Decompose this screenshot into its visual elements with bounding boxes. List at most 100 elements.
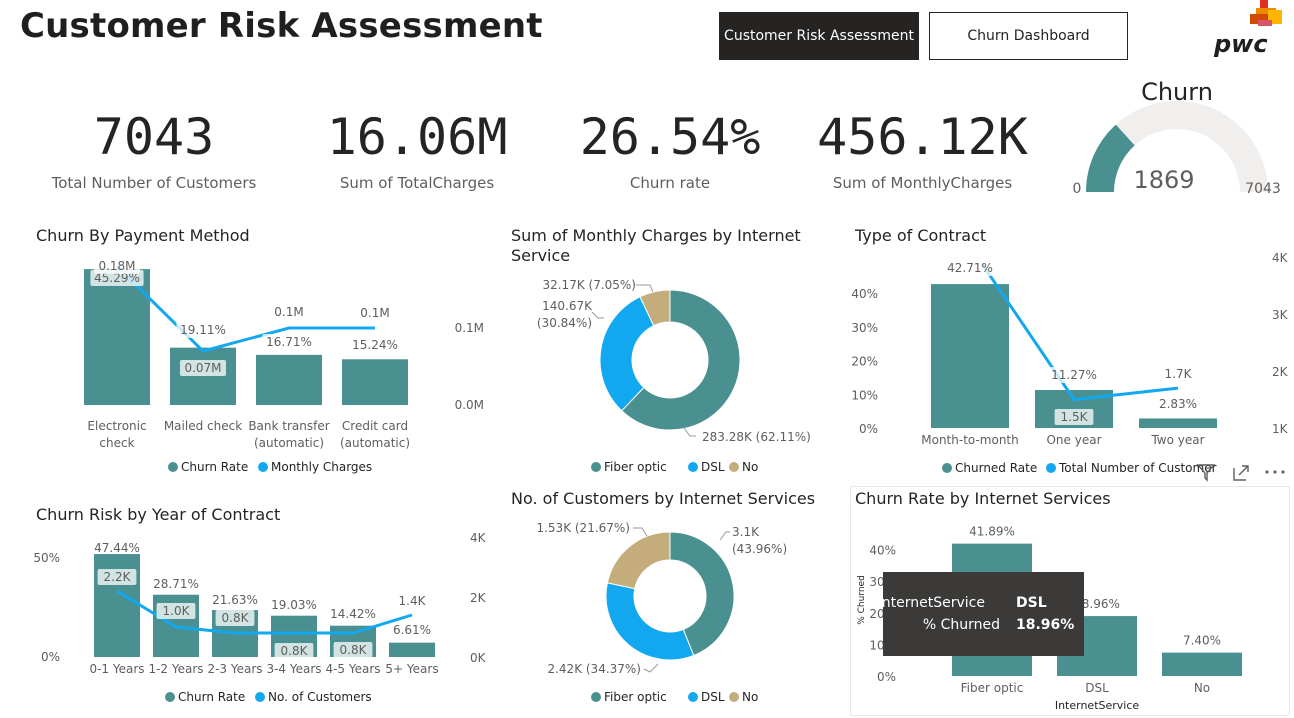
churn-internet-xlabel-0: Fiber optic	[961, 681, 1024, 695]
year-rate-label-5: 6.61%	[393, 623, 431, 637]
monthly-legend-dot-1	[688, 462, 698, 472]
tooltip-value-1: DSL	[1016, 595, 1047, 611]
year-cust-label-1: 1.0K	[163, 604, 191, 618]
churn-internet-ylabel: % Churned	[857, 575, 867, 625]
year-xlabel-4: 4-5 Years	[325, 662, 380, 676]
year-cust-label-0: 2.2K	[104, 570, 132, 584]
year-y1-tick-1: 0%	[41, 650, 60, 664]
monthly-donut-slice-2	[639, 289, 671, 327]
monthly-legend-dot-0	[591, 462, 601, 472]
contract-bar-2	[1139, 418, 1217, 428]
year-line	[116, 589, 413, 635]
monthly-donut-slice-0	[621, 289, 741, 431]
payment-rate-label-1: 19.11%	[180, 323, 226, 337]
monthly-leader-1	[591, 311, 604, 319]
payment-xlabel-3-1: (automatic)	[340, 436, 410, 450]
monthly-legend-label-0: Fiber optic	[604, 460, 667, 474]
churn-gauge: Churn 1869 0 7043	[1073, 78, 1281, 197]
contract-cust-label-2-bg	[1158, 366, 1198, 382]
contract-xlabel-1: One year	[1046, 433, 1101, 447]
pwc-logo-graphic: pwc	[1213, 0, 1282, 58]
focus-mode-icon[interactable]	[1231, 463, 1251, 483]
year-cust-label-1-bg	[156, 603, 196, 619]
customers-leader-0	[719, 531, 730, 541]
customers-donut-slice-1	[605, 582, 695, 661]
monthly-legend-label-1: DSL	[701, 460, 725, 474]
year-xlabel-5: 5+ Years	[385, 662, 438, 676]
contract-cust-label-2: 1.7K	[1165, 367, 1193, 381]
monthly-slice-label-0: 283.28K (62.11%)	[702, 430, 811, 444]
churn-internet-title: Churn Rate by Internet Services	[855, 489, 1111, 508]
contract-y1-tick-4: 0%	[859, 422, 878, 436]
kpi-churn-rate-label: Churn rate	[629, 174, 711, 192]
monthly-internet-title-line1: Sum of Monthly Charges by Internet	[511, 226, 801, 245]
customers-legend-label-0: Fiber optic	[604, 690, 667, 704]
year-legend-dot-1	[255, 692, 265, 702]
logo-text: pwc	[1213, 30, 1268, 58]
contract-cust-label-1: 1.5K	[1061, 410, 1089, 424]
churn-internet-xlabel-1: DSL	[1085, 681, 1109, 695]
payment-charge-label-1-bg	[180, 360, 226, 376]
payment-xlabel-2-0: Bank transfer	[248, 419, 329, 433]
monthly-slice-label-1b: (30.84%)	[537, 316, 592, 330]
churn-internet-value-label-2: 7.40%	[1183, 634, 1221, 648]
customers-donut-slice-0	[669, 531, 735, 657]
payment-charge-label-2-bg	[269, 304, 309, 320]
monthly-legend-label-2: No	[742, 460, 758, 474]
contract-y1-tick-1: 30%	[851, 321, 878, 335]
monthly-slice-label-2: 32.17K (7.05%)	[542, 278, 636, 292]
contract-legend-label-1: Total Number of Customer	[1058, 461, 1217, 475]
payment-rate-label-1-bg	[176, 322, 230, 338]
contract-cust-label-1-bg	[1054, 409, 1094, 425]
tooltip-key-2: % Churned	[922, 617, 1000, 633]
filter-icon[interactable]	[1196, 462, 1216, 482]
year-cust-label-5-bg	[392, 593, 432, 609]
year-xlabel-0: 0-1 Years	[89, 662, 144, 676]
payment-bar-2	[256, 354, 322, 405]
monthly-slice-label-1a: 140.67K	[542, 299, 593, 313]
customers-legend-label-2: No	[742, 690, 758, 704]
year-y2-tick-1: 2K	[470, 591, 487, 605]
more-options-icon[interactable]	[1264, 466, 1286, 478]
payment-legend-dot-1	[258, 462, 268, 472]
customers-slice-label-2: 1.53K (21.67%)	[536, 521, 630, 535]
year-chart: 50% 0% 4K 2K 0K 47.44% 28.71% 21.63% 19.03% 14.42…	[33, 531, 487, 704]
payment-legend-dot-0	[168, 462, 178, 472]
customers-internet-title: No. of Customers by Internet Services	[511, 489, 816, 508]
payment-xlabel-0-1: check	[99, 436, 134, 450]
customers-internet-chart: 3.1K (43.96%) 2.42K (34.37%) 1.53K (21.67%)…	[536, 521, 787, 704]
customers-legend-dot-2	[729, 692, 739, 702]
churn-internet-value-label-0: 41.89%	[969, 525, 1015, 539]
payment-xlabel-3-0: Credit card	[342, 419, 408, 433]
contract-y2-tick-2: 2K	[1272, 365, 1289, 379]
nav-customer-risk-button[interactable]: Customer Risk Assessment	[719, 12, 919, 60]
payment-rate-label-0: 45.29%	[94, 271, 140, 285]
year-cust-label-4: 0.8K	[340, 643, 368, 657]
payment-charge-label-1: 0.07M	[184, 361, 221, 375]
tooltip-key-1: InternetService	[877, 595, 985, 611]
year-bar-5	[389, 642, 435, 657]
payment-charge-label-3: 0.1M	[360, 306, 389, 320]
year-xlabel-1: 1-2 Years	[148, 662, 203, 676]
churn-internet-card	[850, 486, 1290, 716]
year-xlabel-3: 3-4 Years	[266, 662, 321, 676]
year-legend-label-1: No. of Customers	[268, 690, 372, 704]
churn-internet-y-tick-0: 40%	[869, 544, 896, 558]
year-xlabel-2: 2-3 Years	[207, 662, 262, 676]
pwc-logo: pwc	[1210, 0, 1290, 60]
year-y2-tick-2: 0K	[470, 651, 487, 665]
payment-xlabel-2-1: (automatic)	[254, 436, 324, 450]
kpi-total-charges-value: 16.06M	[326, 108, 508, 166]
payment-line	[115, 265, 375, 353]
customers-slice-label-1: 2.42K (34.37%)	[547, 662, 641, 676]
monthly-internet-chart: 283.28K (62.11%) 140.67K (30.84%) 32.17K (7…	[537, 278, 811, 474]
monthly-leader-2	[636, 284, 654, 293]
nav-churn-dashboard-button[interactable]: Churn Dashboard	[929, 12, 1128, 60]
contract-rate-label-0: 42.71%	[947, 261, 993, 275]
year-cust-label-0-bg	[97, 569, 137, 585]
contract-chart-title: Type of Contract	[855, 226, 987, 245]
year-cust-label-2-bg	[215, 610, 255, 626]
gauge-value: 1869	[1133, 166, 1194, 194]
customers-legend-label-1: DSL	[701, 690, 725, 704]
contract-y2-tick-0: 4K	[1272, 251, 1289, 265]
